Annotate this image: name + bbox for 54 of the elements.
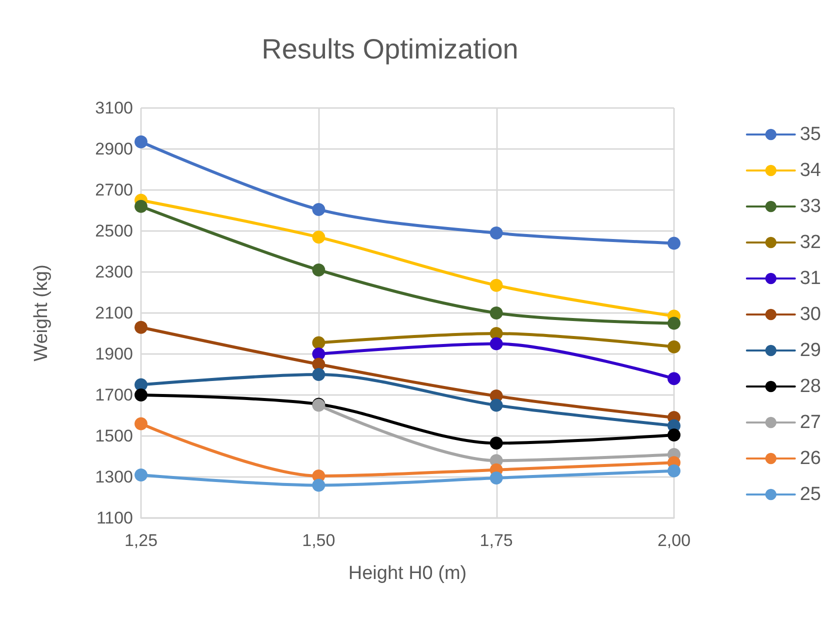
- point: [668, 372, 680, 386]
- point: [490, 337, 503, 350]
- legend-label: 29: [800, 340, 822, 361]
- point: [134, 135, 148, 148]
- legend-label: 33: [800, 196, 822, 217]
- legend-label: 35: [800, 124, 822, 145]
- y-tick-label: 3100: [95, 98, 133, 118]
- point: [490, 226, 503, 240]
- legend-label: 32: [800, 232, 822, 253]
- legend-label: 25: [800, 484, 822, 505]
- y-tick-label: 2300: [95, 262, 133, 282]
- y-tick-label: 2500: [95, 222, 133, 240]
- y-tick-label: 1700: [95, 386, 133, 404]
- point: [490, 306, 503, 320]
- point: [312, 263, 326, 276]
- point: [134, 320, 148, 334]
- legend-label: 28: [800, 376, 822, 397]
- y-tick-label: 2700: [95, 180, 133, 200]
- point: [668, 464, 680, 478]
- y-tick-label: 1100: [96, 508, 133, 528]
- y-tick-label: 2100: [95, 304, 133, 322]
- legend-label: 30: [800, 304, 822, 325]
- y-tick-label: 1300: [95, 468, 133, 486]
- point: [134, 468, 148, 482]
- y-tick-label: 1500: [95, 426, 133, 446]
- point: [668, 340, 680, 354]
- point: [134, 417, 148, 430]
- x-tick-label: 2,00: [657, 531, 691, 550]
- x-tick-label: 1,25: [124, 531, 158, 550]
- point: [668, 316, 680, 330]
- point: [312, 478, 326, 492]
- point: [668, 428, 680, 442]
- point: [312, 230, 326, 244]
- point: [134, 388, 148, 402]
- y-axis-title: Weight (kg): [31, 264, 52, 362]
- point: [490, 472, 503, 485]
- x-tick-label: 1,75: [480, 531, 513, 550]
- legend-label: 26: [800, 448, 822, 469]
- legend-label: 34: [800, 160, 822, 181]
- point: [312, 336, 326, 350]
- x-axis-title: Height H0 (m): [348, 563, 467, 584]
- point: [490, 278, 503, 292]
- point: [312, 368, 326, 381]
- point: [668, 236, 680, 250]
- point: [490, 398, 503, 412]
- legend-label: 31: [800, 268, 822, 289]
- chart-title: Results Optimization: [262, 34, 518, 64]
- y-tick-label: 2900: [95, 140, 133, 158]
- legend-label: 27: [800, 412, 822, 433]
- point: [312, 202, 326, 216]
- point: [134, 200, 148, 213]
- y-tick-label: 1900: [95, 344, 133, 364]
- point: [490, 436, 503, 450]
- x-tick-label: 1,50: [302, 531, 336, 550]
